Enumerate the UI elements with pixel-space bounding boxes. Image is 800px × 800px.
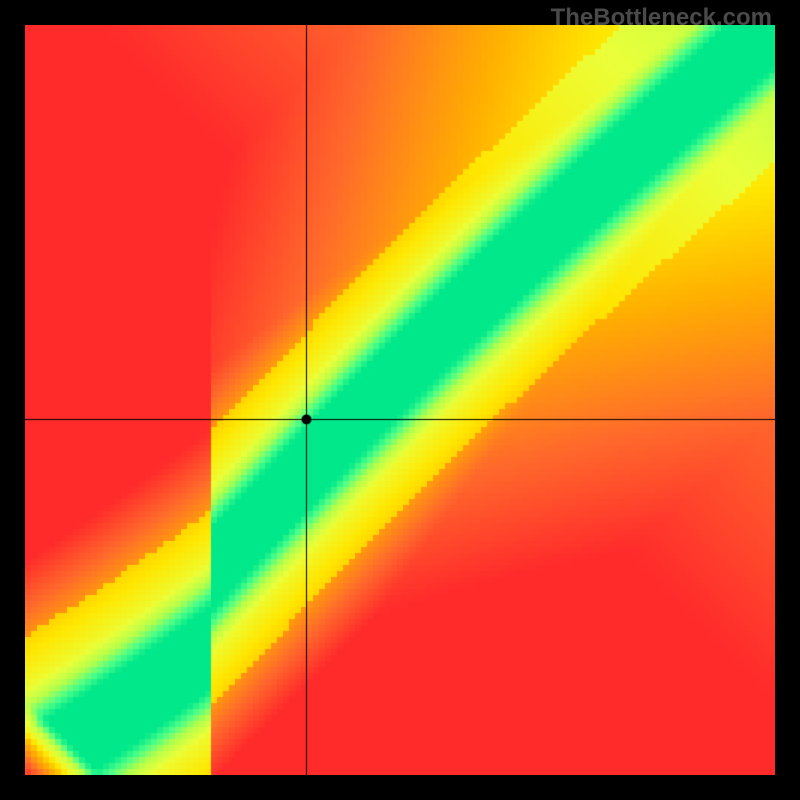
bottleneck-heatmap <box>25 25 775 775</box>
chart-container: TheBottleneck.com <box>0 0 800 800</box>
watermark-text: TheBottleneck.com <box>551 4 772 32</box>
